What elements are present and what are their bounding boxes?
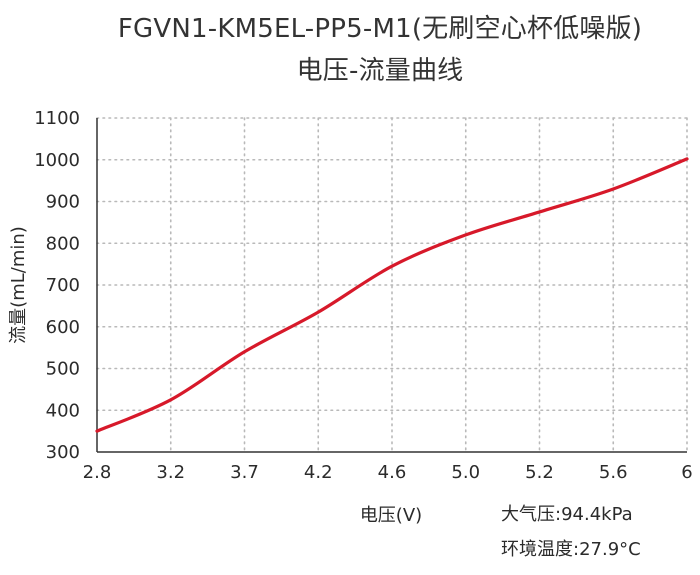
chart-title: FGVN1-KM5EL-PP5-M1(无刷空心杯低噪版) — [117, 14, 643, 44]
y-tick-label: 300 — [46, 442, 80, 463]
x-tick-label: 4.2 — [304, 462, 333, 483]
x-tick-label: 6 — [681, 462, 692, 483]
y-tick-label: 900 — [46, 192, 80, 213]
series — [95, 157, 689, 433]
grid — [96, 117, 688, 453]
flow-curve — [95, 157, 689, 433]
y-axis-title: 流量(mL/min) — [8, 226, 29, 344]
y-tick-label: 1000 — [34, 150, 80, 171]
pressure-note: 大气压:94.4kPa — [501, 504, 633, 525]
y-tick-label: 400 — [46, 400, 80, 421]
x-tick-label: 5.2 — [525, 462, 554, 483]
y-tick-label: 800 — [46, 233, 80, 254]
chart-subtitle: 电压-流量曲线 — [296, 56, 464, 86]
y-tick-label: 600 — [46, 317, 80, 338]
x-tick-label: 3.7 — [230, 462, 259, 483]
x-tick-label: 3.2 — [156, 462, 185, 483]
x-tick-label: 5.6 — [599, 462, 628, 483]
x-tick-label: 4.6 — [378, 462, 407, 483]
x-tick-label: 2.8 — [83, 462, 112, 483]
x-axis-title: 电压(V) — [360, 505, 422, 526]
axes — [96, 118, 687, 453]
temperature-note: 环境温度:27.9°C — [501, 539, 641, 560]
y-tick-label: 700 — [46, 275, 80, 296]
y-tick-label: 500 — [46, 359, 80, 380]
y-tick-label: 1100 — [34, 108, 80, 129]
x-tick-label: 5.0 — [451, 462, 480, 483]
tick-labels: 300 400 500 600 700 800 900 1000 1100 2.8 3.2 3.7 4.… — [34, 108, 693, 483]
